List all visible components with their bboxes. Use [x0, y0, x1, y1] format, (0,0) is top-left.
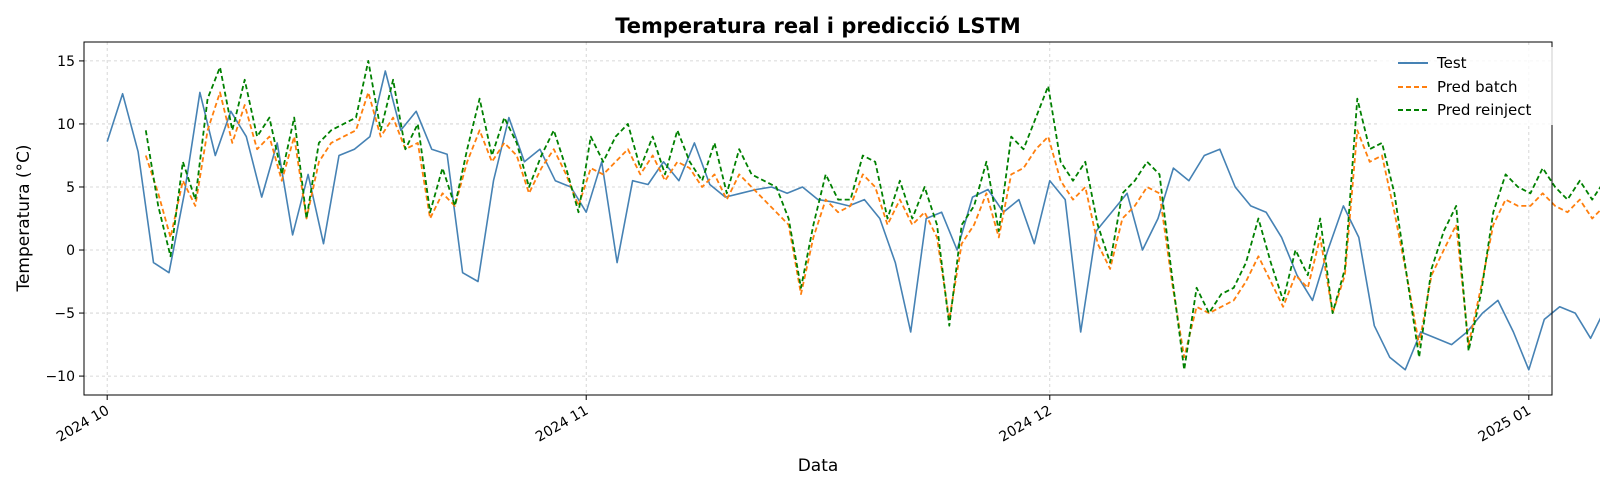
y-tick-label: 0 — [66, 243, 75, 259]
y-tick-label: 10 — [57, 117, 75, 133]
series-group — [106, 60, 1600, 371]
y-tick-label: 5 — [66, 180, 75, 196]
y-tick-label: −5 — [54, 306, 75, 322]
series-line-test — [106, 70, 1600, 371]
legend: Test Pred batch Pred reinject — [1380, 47, 1572, 125]
legend-label-pred-batch: Pred batch — [1437, 78, 1518, 96]
y-axis-label: Temperatura (°C) — [14, 144, 34, 292]
series-line-pred-batch — [144, 91, 1600, 359]
legend-box — [1380, 47, 1572, 125]
legend-item-pred-reinject: Pred reinject — [1398, 101, 1532, 119]
plot-frame — [83, 41, 1553, 396]
legend-item-pred-batch: Pred batch — [1398, 78, 1518, 96]
y-tick-label: 15 — [57, 54, 75, 70]
x-axis-label: Data — [798, 456, 839, 476]
chart-title: Temperatura real i predicció LSTM — [615, 14, 1021, 38]
series-line-pred-reinject — [144, 60, 1600, 371]
y-tick-label: −10 — [45, 369, 75, 385]
legend-label-test: Test — [1436, 54, 1467, 72]
legend-item-test: Test — [1398, 54, 1467, 72]
legend-label-pred-reinject: Pred reinject — [1437, 101, 1532, 119]
grid — [84, 42, 1552, 395]
